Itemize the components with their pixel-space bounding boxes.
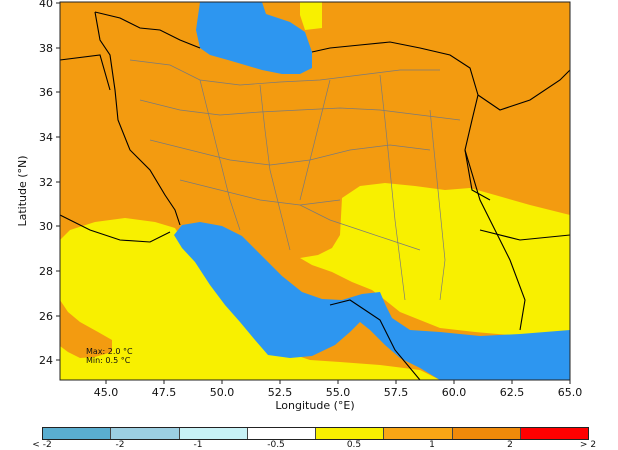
x-tick-label: 55.0 [326,386,351,399]
x-tick-label: 52.5 [268,386,293,399]
x-axis-title: Longitude (°E) [275,399,354,412]
colorbar-label: -2 [115,440,125,450]
colorbar-label: 2 [507,440,513,450]
x-axis: 45.0 47.5 50.0 52.5 55.0 57.5 60.0 62.5 … [94,380,583,399]
x-tick-label: 65.0 [558,386,583,399]
warming-orange-zone-sw [60,300,112,358]
colorbar-labels: < -2 -2 -1 -0.5 0.5 1 2 > 2 [0,441,618,450]
warming-yellow-zone-arabia [60,218,440,380]
y-tick-label: 24 [39,354,53,367]
warming-yellow-zone-east [300,183,570,340]
y-axis-title: Latitude (°N) [16,155,29,226]
map-figure: Max: 2.0 °C Min: 0.5 °C 40 38 36 34 32 3… [16,0,583,412]
y-tick-label: 32 [39,176,53,189]
colorbar-label: 0.5 [346,440,362,450]
y-axis: 40 38 36 34 32 30 28 26 24 [39,0,60,367]
colorbar [42,427,589,440]
y-tick-label: 34 [39,131,53,144]
colorbar-label: -1 [193,440,203,450]
colorbar-segment [179,428,248,439]
persian-gulf [174,222,570,380]
colorbar-segment [43,428,112,439]
colorbar-segment [247,428,316,439]
colorbar-label: < -2 [32,440,52,450]
y-tick-label: 28 [39,265,53,278]
colorbar-label: 1 [429,440,435,450]
min-value-note: Min: 0.5 °C [86,356,131,365]
colorbar-label: > 2 [579,440,597,450]
map-plot-area: Max: 2.0 °C Min: 0.5 °C [59,1,571,381]
y-tick-label: 30 [39,220,53,233]
colorbar-segment [316,428,385,439]
y-tick-label: 26 [39,310,53,323]
x-tick-label: 57.5 [384,386,409,399]
x-tick-label: 62.5 [500,386,525,399]
colorbar-segment [520,428,588,439]
y-tick-label: 40 [39,0,53,10]
x-tick-label: 60.0 [442,386,467,399]
colorbar-segment [111,428,180,439]
x-tick-label: 45.0 [94,386,119,399]
y-tick-label: 38 [39,42,53,55]
colorbar-segment [452,428,521,439]
warming-yellow-zone-north [300,2,322,30]
x-tick-label: 47.5 [152,386,177,399]
colorbar-label: -0.5 [267,440,285,450]
max-value-note: Max: 2.0 °C [86,347,133,356]
plot-frame [59,1,571,381]
country-borders [59,11,571,381]
province-borders [129,59,461,301]
x-tick-label: 50.0 [210,386,235,399]
y-tick-label: 36 [39,86,53,99]
colorbar-segment [384,428,453,439]
caspian-sea [196,2,312,74]
